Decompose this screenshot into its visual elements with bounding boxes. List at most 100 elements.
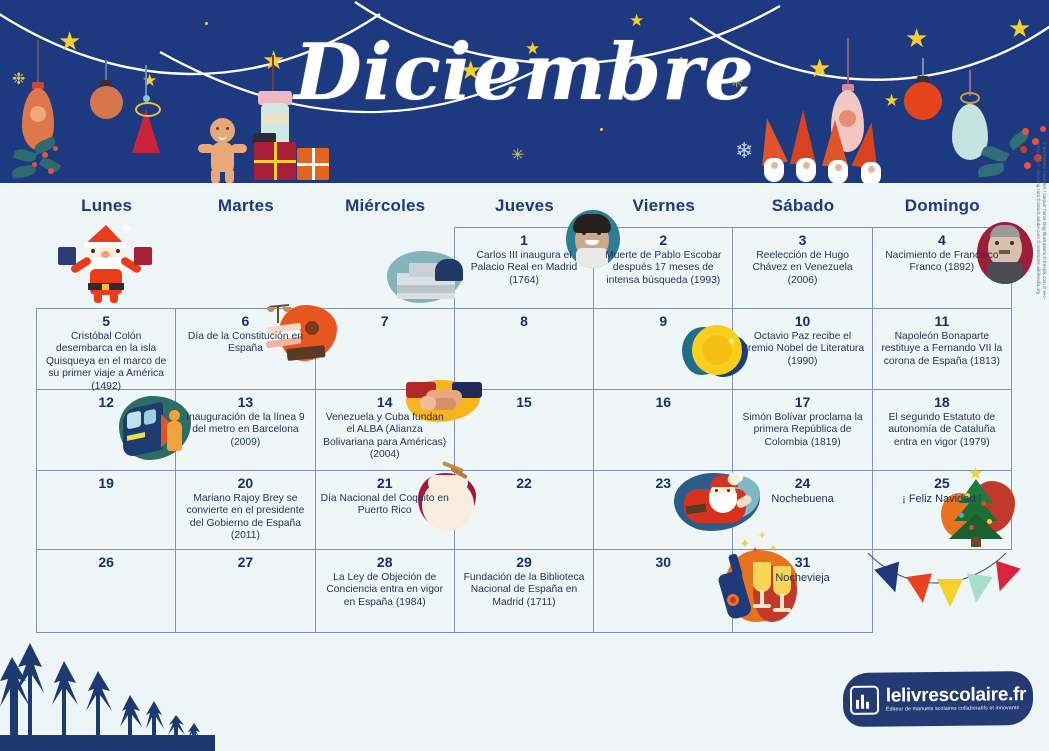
day-cell[interactable]: 16 (593, 389, 734, 471)
flag-icon (936, 579, 963, 607)
gnome-icon (754, 116, 788, 183)
bunting-flags-icon (866, 551, 1021, 613)
day-cell[interactable]: 18 El segundo Estatuto de autonomía de C… (871, 389, 1012, 471)
gnome-icon (851, 120, 885, 183)
star-icon: ★ (808, 53, 832, 83)
day-event-text: Muerte de Pablo Escobar después 17 meses… (605, 250, 722, 286)
snowflake-icon: ❄ (735, 138, 754, 163)
day-cell[interactable]: 23 (593, 470, 761, 550)
day-cell[interactable]: ✦ 9 (593, 308, 749, 390)
sparkle-dot-icon (600, 128, 603, 131)
gingerbread-man-icon (196, 118, 248, 183)
day-cell[interactable]: 4 Nacimiento de Francisco Franco (1892) (871, 222, 1033, 309)
day-number: 2 (659, 232, 668, 248)
day-cell[interactable]: 26 (36, 549, 177, 633)
star-icon: ★ (1008, 13, 1032, 43)
weekday-lunes: Lunes (81, 196, 133, 215)
day-cell[interactable]: 28 La Ley de Objeción de Conciencia entr… (314, 549, 455, 633)
day-number: 12 (98, 394, 114, 410)
day-cell-empty (315, 227, 463, 309)
day-cell[interactable]: 3 Reelección de Hugo Chávez en Venezuela… (732, 227, 873, 309)
day-number: 7 (380, 313, 389, 329)
day-number: 9 (659, 313, 668, 329)
day-cell[interactable]: 12 (36, 389, 192, 471)
day-event-text: Carlos III inaugura el Palacio Real en M… (470, 250, 578, 286)
snowflake-icon: ❄ (672, 53, 691, 78)
logo-name: lelivrescolaire.fr (885, 683, 1027, 707)
day-event-text: Octavio Paz recibe el Premio Nobel de Li… (741, 331, 865, 367)
day-cell[interactable]: 27 (175, 549, 316, 633)
holly-branch-icon (8, 128, 88, 183)
day-event-text: Día Nacional del Coquito en Puerto Rico (320, 493, 449, 517)
flag-icon (905, 573, 936, 605)
day-event-text: Cristóbal Colón desembarca en la isla Qu… (46, 331, 167, 392)
gnome-icon (790, 110, 816, 183)
day-cell[interactable]: ✦ ✦ ✦ ✦ 31 Nochevieja (717, 531, 873, 633)
day-number: 29 (516, 554, 532, 570)
royal-palace-icon (386, 251, 463, 305)
weekday-domingo: Domingo (904, 196, 980, 215)
gnome-icon (822, 120, 848, 183)
day-cell[interactable]: 22 (453, 470, 595, 550)
flag-icon (987, 560, 1021, 596)
weekday-martes: Martes (217, 196, 274, 215)
weekday-viernes: Viernes (632, 196, 696, 215)
day-number: 20 (237, 475, 254, 491)
day-cell[interactable]: 10 Octavio Paz recibe el Premio Nobel de… (732, 308, 873, 390)
day-number: 19 (98, 475, 114, 491)
day-cell[interactable]: ★ 25 ¡ Feliz Navidad ! (871, 465, 1015, 550)
logo-tagline: Éditeur de manuels scolaires collaborati… (885, 704, 1020, 713)
day-event-text: Mariano Rajoy Brey se convierte en el pr… (186, 493, 305, 542)
snowflake-icon: ✳ (511, 147, 525, 164)
day-number: 26 (98, 554, 114, 570)
weekday-sabado: Sábado (771, 196, 835, 215)
logo-lelivrescolaire[interactable]: lelivrescolaire.fr Éditeur de manuels sc… (842, 671, 1034, 727)
day-number: 6 (241, 313, 250, 329)
day-number: 16 (655, 394, 672, 410)
day-cell[interactable]: 8 (453, 308, 595, 390)
star-icon: ★ (459, 55, 483, 85)
day-number: 1 (520, 232, 528, 248)
day-number: 27 (237, 554, 254, 570)
day-cell[interactable]: 13 Inauguración de la línea 9 del metro … (175, 389, 316, 471)
day-cell[interactable]: 15 (453, 389, 595, 471)
day-cell[interactable]: 17 Simón Bolívar proclama la primera Rep… (732, 389, 873, 471)
day-cell[interactable]: 24 Nochebuena (732, 470, 873, 550)
calendar-header: ★ ★ ★ ★ ★ ★ ★ ★ ★ ★ ★ ❄ ❉ ❉ ✳ ❄ ✳ (0, 0, 1049, 183)
day-cell-empty (867, 549, 1021, 633)
holly-branch-icon (972, 118, 1049, 183)
star-icon: ★ (884, 91, 900, 110)
flag-icon (962, 573, 993, 605)
weekday-miercoles: Miércoles (345, 196, 426, 215)
flag-icon (874, 561, 908, 597)
day-event-text: Venezuela y Cuba fundan el ALBA (Alianza… (323, 412, 447, 461)
day-cell[interactable]: 6 Día de la Constitución en España (175, 303, 337, 390)
day-number: 23 (655, 475, 672, 491)
gift-box-icon (297, 148, 329, 180)
credits-text: © Bernadette Couturier / carpus' home bl… (1035, 142, 1047, 392)
star-icon: ★ (905, 23, 929, 53)
day-cell[interactable]: 5 Cristóbal Colón desembarca en la isla … (36, 308, 177, 392)
star-icon: ★ (629, 11, 645, 30)
day-cell[interactable]: 21 Día Nacional del Coquito en Puerto Ri… (314, 461, 476, 550)
day-cell-empty (175, 227, 315, 309)
day-cell[interactable]: 2 Muerte de Pablo Escobar después 17 mes… (566, 210, 734, 309)
day-cell[interactable]: 7 (314, 308, 455, 390)
credits-line-1: © Bernadette Couturier / carpus' home bl… (1042, 142, 1047, 300)
book-chart-icon (849, 685, 879, 715)
day-number: 11 (934, 313, 950, 329)
day-cell[interactable]: 1 Carlos III inaugura el Palacio Real en… (453, 227, 595, 309)
day-number: 3 (798, 232, 807, 248)
day-cell[interactable]: 20 Mariano Rajoy Brey se convierte en el… (175, 470, 316, 550)
day-number: 25 (934, 475, 950, 491)
day-cell[interactable]: 19 (36, 470, 177, 550)
pine-trees-silhouette (0, 643, 215, 751)
day-cell[interactable]: 14 Venezuela y Cuba fundan el ALBA (Alia… (314, 380, 482, 471)
day-cell[interactable]: 29 Fundación de la Biblioteca Nacional d… (453, 549, 595, 633)
day-cell[interactable]: 30 (593, 549, 734, 633)
day-cell-empty (36, 225, 176, 309)
sparkle-dot-icon (205, 22, 208, 25)
day-event-text: Reelección de Hugo Chávez en Venezuela (… (752, 250, 853, 286)
day-cell[interactable]: 11 Napoleón Bonaparte restituye a Fernan… (871, 308, 1012, 390)
day-event-text: Inauguración de la línea 9 del metro en … (186, 412, 305, 448)
